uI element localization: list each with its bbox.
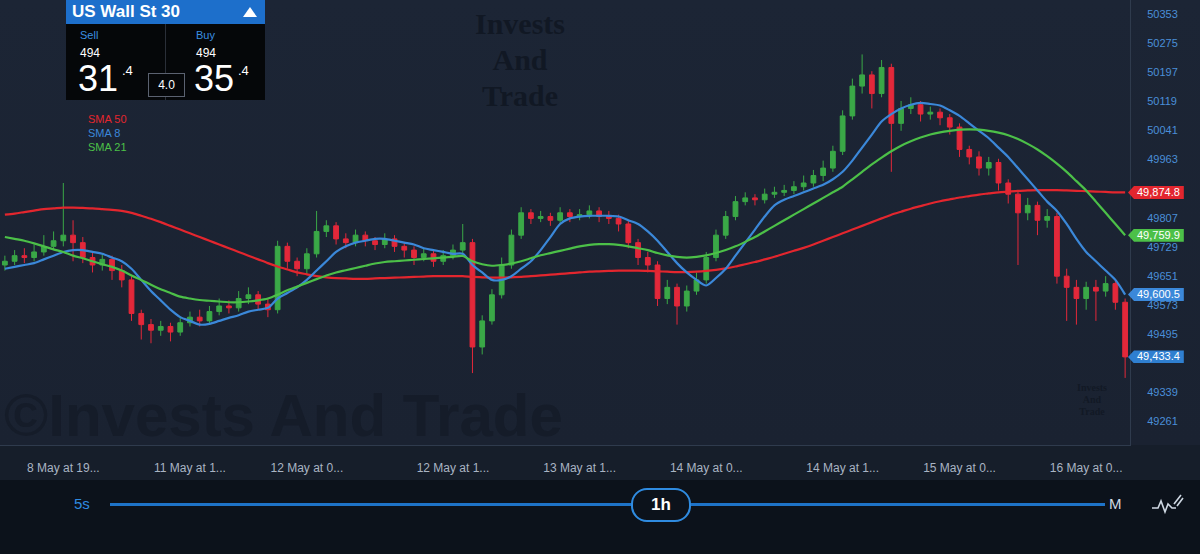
html-text:©Invests And Trade: ©Invests And Trade — [4, 382, 563, 449]
html-text:5s: 5s — [74, 495, 90, 512]
html-text:And: And — [1082, 394, 1102, 405]
svg-text:15 May at 0...: 15 May at 0... — [923, 461, 996, 475]
html-text:SMA 21: SMA 21 — [88, 141, 127, 153]
html-text:494: 494 — [196, 46, 216, 60]
html-text:4.0: 4.0 — [158, 78, 175, 92]
html-text:SMA 50: SMA 50 — [88, 113, 127, 125]
html-text:Invests: Invests — [1077, 382, 1107, 393]
html-text:Trade: Trade — [1079, 406, 1105, 417]
svg-text:12 May at 0...: 12 May at 0... — [270, 461, 343, 475]
html-text:M: M — [1109, 495, 1122, 512]
html-text:Buy: Buy — [196, 29, 215, 41]
svg-text:50041: 50041 — [1147, 124, 1178, 136]
html-text:49,600.5: 49,600.5 — [1137, 288, 1180, 301]
html-text:.4: .4 — [122, 63, 133, 78]
html-text:31: 31 — [78, 58, 118, 99]
svg-text:49651: 49651 — [1147, 270, 1178, 282]
svg-text:49729: 49729 — [1147, 241, 1178, 253]
html-text:35: 35 — [194, 58, 234, 99]
svg-text:49573: 49573 — [1147, 299, 1178, 311]
svg-text:14 May at 0...: 14 May at 0... — [670, 461, 743, 475]
svg-text:16 May at 0...: 16 May at 0... — [1050, 461, 1123, 475]
svg-text:49495: 49495 — [1147, 328, 1178, 340]
html-text:SMA 8: SMA 8 — [88, 127, 121, 139]
svg-text:50353: 50353 — [1147, 8, 1178, 20]
svg-text:50275: 50275 — [1147, 37, 1178, 49]
html-text:1h: 1h — [651, 495, 671, 514]
html-text:Invests: Invests — [475, 7, 565, 40]
svg-text:14 May at 1...: 14 May at 1... — [806, 461, 879, 475]
svg-text:49807: 49807 — [1147, 212, 1178, 224]
svg-text:8 May at 19...: 8 May at 19... — [27, 461, 100, 475]
html-text:49,433.4: 49,433.4 — [1137, 350, 1180, 363]
svg-text:11 May at 1...: 11 May at 1... — [154, 461, 226, 475]
svg-text:50119: 50119 — [1147, 95, 1177, 107]
html-text:Trade: Trade — [481, 79, 558, 112]
html-text:And: And — [492, 43, 548, 76]
html-text:Sell: Sell — [80, 29, 99, 41]
svg-text:49261: 49261 — [1147, 415, 1178, 427]
html-text:494: 494 — [80, 46, 100, 60]
svg-text:50197: 50197 — [1147, 66, 1178, 78]
html-text:49,874.8: 49,874.8 — [1137, 185, 1180, 198]
svg-text:49963: 49963 — [1147, 153, 1178, 165]
svg-text:49339: 49339 — [1147, 386, 1178, 398]
html-text:49,759.9: 49,759.9 — [1137, 228, 1180, 241]
html-text:.4: .4 — [238, 63, 249, 78]
html-text:US Wall St 30: US Wall St 30 — [72, 2, 180, 21]
svg-text:13 May at 1...: 13 May at 1... — [543, 461, 616, 475]
svg-text:12 May at 1...: 12 May at 1... — [417, 461, 490, 475]
